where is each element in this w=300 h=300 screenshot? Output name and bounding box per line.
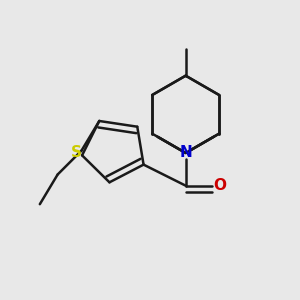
Text: O: O xyxy=(213,178,226,193)
Text: S: S xyxy=(70,145,82,160)
Text: N: N xyxy=(179,146,192,160)
